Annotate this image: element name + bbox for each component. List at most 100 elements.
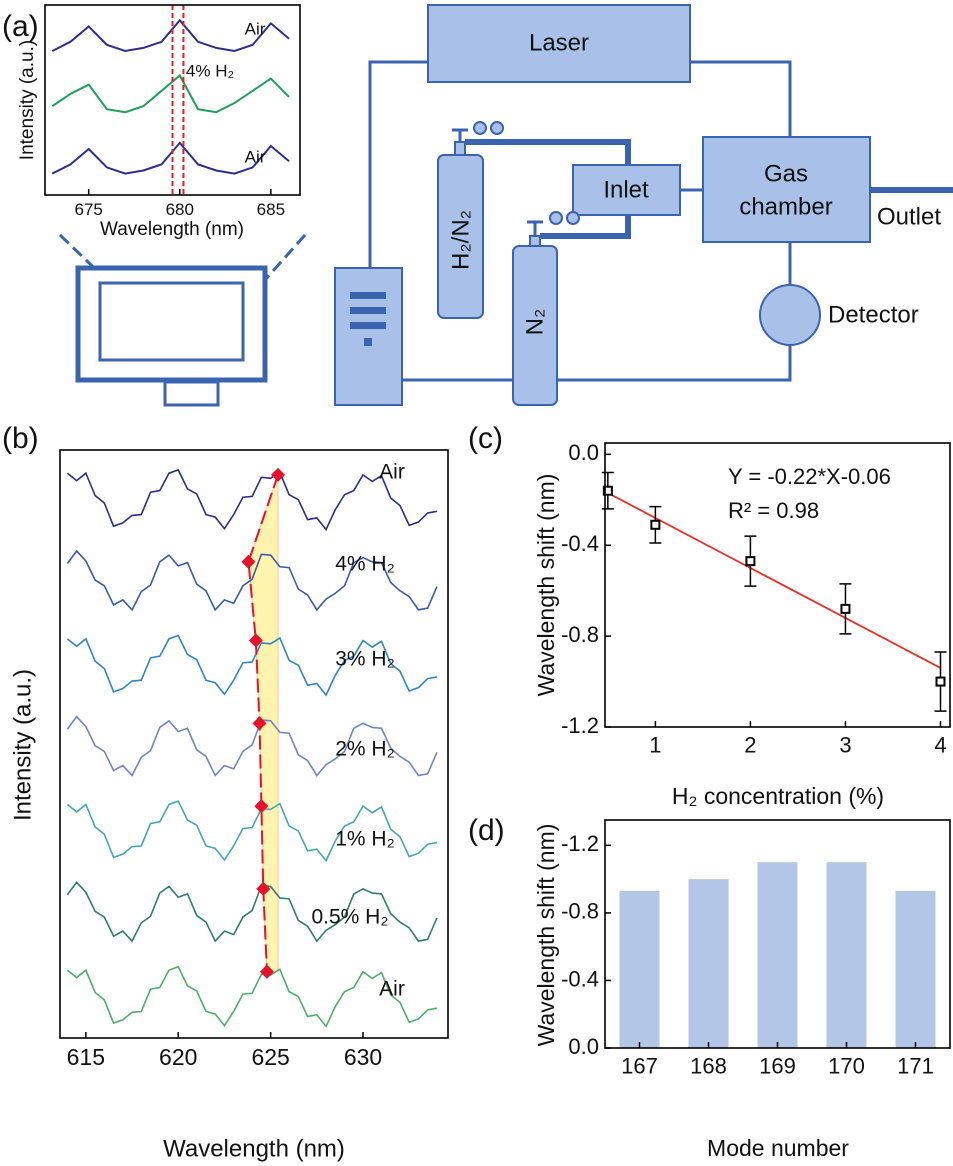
panel-label: (d) — [468, 814, 505, 847]
spectrum-line — [66, 800, 438, 863]
detector-label: Detector — [828, 301, 919, 328]
y-axis-title: Wavelength shift (nm) — [533, 474, 559, 697]
panel-label: (a) — [2, 10, 39, 43]
chart-panel: Mode number Wavelength shift (nm) 0.0 -0.4 -… — [533, 819, 951, 1161]
plot-frame — [59, 449, 449, 1039]
spectrum-line — [66, 549, 438, 612]
gas-pipe — [540, 215, 631, 239]
tower-slot — [350, 307, 386, 314]
y-axis-title: Intensity (a.u.) — [9, 669, 36, 821]
x-axis-title: Wavelength (nm) — [100, 219, 244, 240]
panel-label: (c) — [468, 422, 503, 455]
cylinder-label: H₂/N₂ — [447, 210, 474, 270]
detector-circle — [759, 284, 821, 346]
x-tick-label: 4 — [934, 733, 946, 758]
cylinder — [512, 245, 558, 406]
wire — [402, 345, 792, 382]
valve-knob — [490, 121, 504, 135]
outlet-label: Outlet — [877, 203, 941, 230]
chart-panel: Wavelength (nm) Intensity (a.u.) 675 680 685… — [17, 4, 301, 240]
x-tick-label: 625 — [251, 1044, 289, 1070]
peak-marker — [271, 467, 286, 482]
chamber-label: chamber — [739, 193, 832, 220]
inlet-box — [572, 164, 681, 216]
series-label: 4% H₂ — [335, 553, 395, 576]
x-tick-label: 3 — [839, 733, 851, 758]
x-tick-label: 680 — [166, 200, 194, 219]
cylinder — [437, 154, 484, 319]
data-point — [650, 519, 661, 530]
plot-frame — [604, 442, 951, 728]
plot-frame — [604, 819, 951, 1049]
x-tick-label: 171 — [897, 1054, 934, 1079]
x-tick-label: 168 — [690, 1054, 727, 1079]
x-tick-label: 2 — [744, 733, 756, 758]
data-point — [840, 603, 851, 614]
peak-marker — [259, 964, 274, 979]
x-axis-title: H₂ concentration (%) — [672, 783, 884, 809]
x-tick-label: 170 — [828, 1054, 865, 1079]
bar — [826, 862, 867, 1048]
series-label: Air — [245, 147, 266, 166]
x-tick-label: 167 — [621, 1054, 658, 1079]
bar — [619, 890, 660, 1048]
series-label: Air — [245, 19, 266, 38]
laser-box — [427, 4, 691, 83]
y-tick-label: -1.2 — [561, 831, 599, 856]
spectrum-line — [51, 18, 290, 52]
y-tick-label: 0.0 — [568, 440, 599, 465]
x-tick-label: 630 — [344, 1044, 382, 1070]
y-axis-title: Intensity (a.u.) — [17, 40, 38, 160]
gas-chamber-box — [702, 136, 871, 243]
x-tick-label: 169 — [759, 1054, 796, 1079]
monitor-screen — [98, 281, 245, 362]
peak-marker — [254, 799, 269, 814]
x-axis-title: Wavelength (nm) — [163, 1135, 345, 1162]
panel-label: (b) — [2, 422, 39, 455]
peak-marker — [256, 881, 271, 896]
series-label: 1% H₂ — [335, 828, 395, 851]
tower-button — [364, 338, 372, 346]
valve — [527, 220, 543, 236]
chamber-label: Gas — [764, 160, 808, 187]
x-tick-label: 675 — [75, 200, 103, 219]
peak-marker — [241, 554, 256, 569]
fit-line — [607, 492, 941, 669]
tower-slot — [350, 322, 386, 329]
valve — [452, 128, 468, 142]
y-tick-label: -0.4 — [561, 531, 599, 556]
wire — [690, 60, 792, 137]
tower-slot — [350, 292, 386, 299]
x-tick-label: 685 — [257, 200, 285, 219]
spectrum-line — [51, 141, 290, 175]
y-tick-label: -0.8 — [561, 899, 599, 924]
valve-knob — [566, 211, 580, 225]
spectrum-line — [66, 881, 438, 943]
series-label: Air — [379, 461, 405, 484]
series-label: 2% H₂ — [335, 738, 395, 761]
data-point — [602, 485, 613, 496]
spectrum-line — [51, 73, 290, 114]
x-tick-label: 615 — [67, 1044, 105, 1070]
series-label: Air — [379, 978, 405, 1001]
annotation: R² = 0.98 — [728, 498, 819, 523]
inlet-label: Inlet — [603, 176, 649, 203]
chart-panel: Wavelength (nm) Intensity (a.u.) 615 620 625… — [9, 449, 449, 1162]
annotation: Y = -0.22*X-0.06 — [728, 464, 891, 489]
data-point — [745, 556, 756, 567]
plot-frame — [44, 4, 301, 196]
valve-knob — [549, 211, 563, 225]
computer-tower — [334, 267, 403, 406]
y-axis-title: Wavelength shift (nm) — [533, 824, 559, 1047]
spectrum-line — [66, 965, 438, 1028]
x-tick-label: 1 — [649, 733, 661, 758]
y-tick-label: -1.2 — [561, 713, 599, 738]
y-tick-label: -0.8 — [561, 622, 599, 647]
spectrum-line — [66, 715, 438, 777]
bar — [757, 862, 798, 1048]
y-tick-label: 0.0 — [568, 1034, 599, 1059]
wire — [368, 60, 428, 268]
bar — [895, 890, 936, 1048]
monitor-stand — [163, 380, 220, 407]
